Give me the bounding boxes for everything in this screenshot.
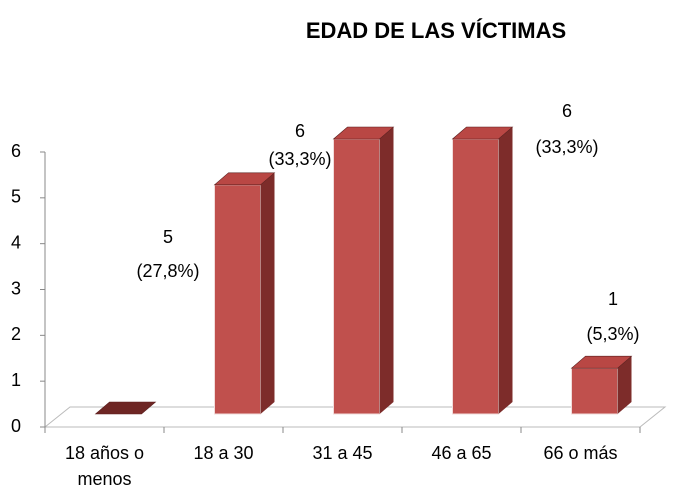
bar-top (213, 172, 276, 186)
y-tick-label: 5 (11, 187, 21, 207)
y-tick-label: 3 (11, 278, 21, 298)
bar-top (332, 126, 395, 140)
bar-side (498, 127, 513, 414)
bar-front (452, 138, 499, 415)
bar-top (451, 126, 514, 140)
y-tick-label: 1 (11, 370, 21, 390)
x-tick-label: 66 o más (543, 443, 618, 463)
y-tick-label: 4 (11, 232, 21, 252)
data-label: (33,3%) (268, 149, 331, 169)
bar-front (333, 138, 380, 415)
bar-side (379, 127, 394, 414)
x-tick-label: 18 años o menos (64, 443, 145, 489)
bar-side (617, 356, 632, 414)
data-label: 6 (562, 101, 572, 121)
x-tick-label: 18 a 30 (193, 443, 254, 463)
floor (43, 406, 667, 428)
y-tick-label: 6 (11, 141, 21, 161)
bar-front (571, 367, 618, 415)
data-label: (33,3%) (535, 137, 598, 157)
y-tick-label: 2 (11, 324, 21, 344)
x-tick-label: 46 a 65 (431, 443, 492, 463)
x-tick-label: 31 a 45 (312, 443, 373, 463)
chart-title: EDAD DE LAS VÍCTIMAS (306, 18, 566, 43)
data-label: 5 (163, 227, 173, 247)
bar-top (94, 401, 157, 415)
bar-top (570, 355, 633, 369)
data-label: (5,3%) (586, 324, 639, 344)
bar-side (260, 172, 275, 414)
data-label: 1 (608, 289, 618, 309)
bar-front (214, 184, 261, 415)
data-label: (27,8%) (136, 261, 199, 281)
y-tick-label: 0 (11, 416, 21, 436)
data-label: 6 (295, 121, 305, 141)
